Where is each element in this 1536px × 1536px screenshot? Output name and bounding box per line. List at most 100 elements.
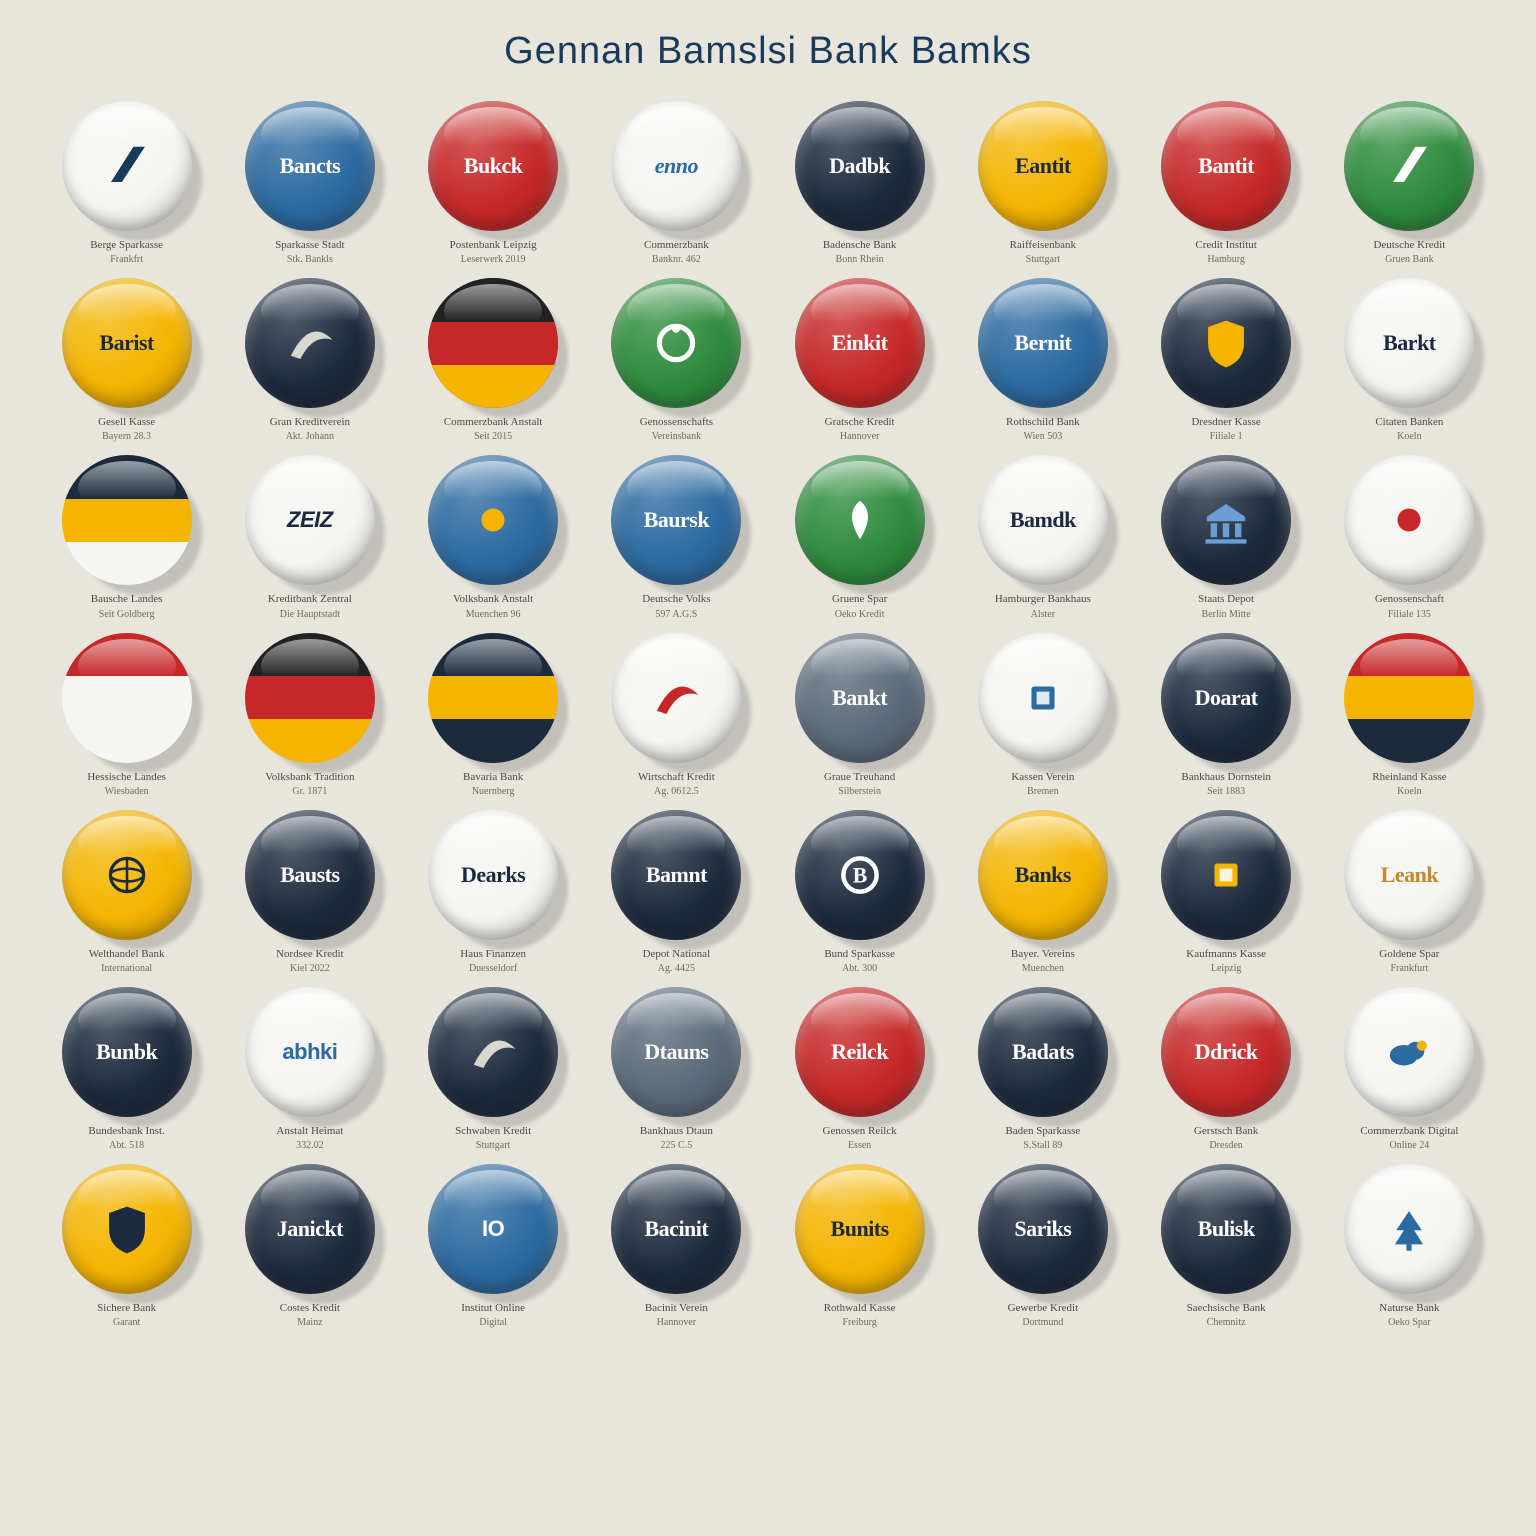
bank-coin: Banks [978, 810, 1108, 940]
bank-cell: BanksBayer. VereinsMuenchen [956, 810, 1129, 975]
bank-cell: Kassen VereinBremen [956, 633, 1129, 798]
bank-cell: Schwaben KreditStuttgart [407, 987, 580, 1152]
bank-cell: Welthandel BankInternational [40, 810, 213, 975]
bank-caption: Anstalt Heimat332.02 [235, 1125, 385, 1152]
bank-caption: Citaten BankenKoeln [1334, 416, 1484, 443]
bank-caption: Commerzbank AnstaltSeit 2015 [418, 416, 568, 443]
square-icon [1161, 810, 1291, 940]
coin-label: Ddrick [1189, 1041, 1264, 1063]
caption-line1: Baden Sparkasse [968, 1125, 1118, 1138]
bank-coin: Bantit [1161, 101, 1291, 231]
coin-label: Sariks [1008, 1218, 1077, 1240]
bank-caption: Gruene SparOeko Kredit [785, 593, 935, 620]
coin-label: enno [649, 155, 704, 177]
bank-caption: Bavaria BankNuernberg [418, 771, 568, 798]
caption-line2: Ag. 4425 [601, 963, 751, 975]
bank-caption: Gerstsch BankDresden [1151, 1125, 1301, 1152]
bank-caption: Volksbank AnstaltMuenchen 96 [418, 593, 568, 620]
bank-cell: Wirtschaft KreditAg. 0612.5 [590, 633, 763, 798]
bank-cell: BacinitBacinit VereinHannover [590, 1164, 763, 1329]
bank-caption: CommerzbankBanknr. 462 [601, 239, 751, 266]
cloud-icon [1344, 987, 1474, 1117]
bank-coin: Bernit [978, 278, 1108, 408]
bank-grid: Berge SparkasseFrankfrtBanctsSparkasse S… [40, 101, 1496, 1329]
bank-caption: Wirtschaft KreditAg. 0612.5 [601, 771, 751, 798]
caption-line1: Saechsische Bank [1151, 1302, 1301, 1315]
caption-line1: Gewerbe Kredit [968, 1302, 1118, 1315]
caption-line1: Bundesbank Inst. [52, 1125, 202, 1138]
leaf-icon [795, 455, 925, 585]
bank-coin [428, 455, 558, 585]
caption-line2: Hamburg [1151, 254, 1301, 266]
caption-line2: Frankfurt [1334, 963, 1484, 975]
caption-line2: Mainz [235, 1317, 385, 1329]
coin-label: IO [476, 1218, 510, 1240]
caption-line1: Gesell Kasse [52, 416, 202, 429]
caption-line1: Raiffeisenbank [968, 239, 1118, 252]
caption-line1: Rheinland Kasse [1334, 771, 1484, 784]
bank-cell: Barist Gesell KasseBayern 28.3 [40, 278, 213, 443]
bank-coin [611, 633, 741, 763]
bank-cell: GenossenschaftFiliale 135 [1323, 455, 1496, 620]
caption-line2: International [52, 963, 202, 975]
flag-stripes-icon [62, 455, 192, 585]
caption-line2: Dortmund [968, 1317, 1118, 1329]
bank-coin: Bunbk [62, 987, 192, 1117]
bank-coin [1344, 455, 1474, 585]
caption-line1: Hamburger Bankhaus [968, 593, 1118, 606]
bank-caption: Genossen ReilckEssen [785, 1125, 935, 1152]
coin-label: Bacinit [639, 1218, 715, 1240]
square-icon [978, 633, 1108, 763]
bank-cell: BamdkHamburger BankhausAlster [956, 455, 1129, 620]
caption-line2: Berlin Mitte [1151, 609, 1301, 621]
caption-line1: Volksbank Tradition [235, 771, 385, 784]
bank-cell: Kaufmanns KasseLeipzig [1140, 810, 1313, 975]
bank-caption: Gesell KasseBayern 28.3 [52, 416, 202, 443]
coin-label: Dearks [455, 864, 531, 886]
caption-line1: Bausche Landes [52, 593, 202, 606]
coin-label: Bancts [274, 155, 347, 177]
bank-coin: Ddrick [1161, 987, 1291, 1117]
bank-cell: Bavaria BankNuernberg [407, 633, 580, 798]
bank-caption: Deutsche Volks597 A.G.S [601, 593, 751, 620]
bank-caption: Kaufmanns KasseLeipzig [1151, 948, 1301, 975]
caption-line2: Vereinsbank [601, 431, 751, 443]
coin-label: Barist [93, 332, 159, 354]
bank-coin: Bankt [795, 633, 925, 763]
coin-label: Baursk [638, 509, 715, 531]
coin-label: Leank [1375, 864, 1444, 886]
bank-cell: DtaunsBankhaus Dtaun225 C.5 [590, 987, 763, 1152]
bank-cell: Rheinland KasseKoeln [1323, 633, 1496, 798]
bank-caption: Dresdner KasseFiliale 1 [1151, 416, 1301, 443]
caption-line2: Duesseldorf [418, 963, 568, 975]
bank-cell: BernitRothschild BankWien 503 [956, 278, 1129, 443]
caption-line1: Schwaben Kredit [418, 1125, 568, 1138]
bank-caption: Hessische LandesWiesbaden [52, 771, 202, 798]
caption-line1: Badensche Bank [785, 239, 935, 252]
flag-stripes-icon [1344, 633, 1474, 763]
bank-coin: Bulisk [1161, 1164, 1291, 1294]
bank-cell: LeankGoldene SparFrankfurt [1323, 810, 1496, 975]
caption-line1: Bayer. Vereins [968, 948, 1118, 961]
ring-b-icon: B [795, 810, 925, 940]
bank-cell: Commerzbank AnstaltSeit 2015 [407, 278, 580, 443]
bank-coin [428, 278, 558, 408]
coin-label: Bantit [1192, 155, 1260, 177]
caption-line2: Garant [52, 1317, 202, 1329]
coin-label: abhki [276, 1041, 343, 1063]
caption-line2: Abt. 518 [52, 1140, 202, 1152]
bank-cell: BanctsSparkasse StadtStk. Bankls [223, 101, 396, 266]
bank-caption: Staats DepotBerlin Mitte [1151, 593, 1301, 620]
bank-cell: Naturse BankOeko Spar [1323, 1164, 1496, 1329]
bank-cell: Gran KreditvereinAkt. Johann [223, 278, 396, 443]
bank-caption: Institut OnlineDigital [418, 1302, 568, 1329]
bank-caption: Welthandel BankInternational [52, 948, 202, 975]
caption-line1: Volksbank Anstalt [418, 593, 568, 606]
caption-line2: Wien 503 [968, 431, 1118, 443]
bank-caption: GenossenschaftFiliale 135 [1334, 593, 1484, 620]
bank-caption: Gewerbe Kredit Dortmund [968, 1302, 1118, 1329]
caption-line1: Bavaria Bank [418, 771, 568, 784]
caption-line1: Credit Institut [1151, 239, 1301, 252]
bank-caption: Hamburger BankhausAlster [968, 593, 1118, 620]
caption-line2: Gruen Bank [1334, 254, 1484, 266]
